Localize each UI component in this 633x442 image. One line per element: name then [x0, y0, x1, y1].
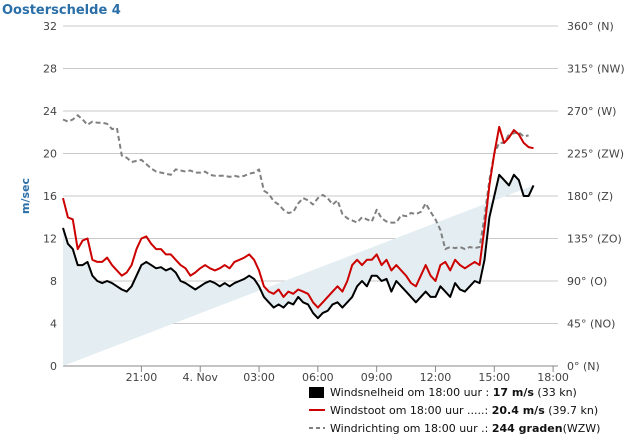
x-tick-label: 15:00 [478, 371, 510, 384]
legend-entry: Windsnelheid om 18:00 uur : 17 m/s (33 k… [330, 386, 577, 399]
y2-tick-label: 270° (W) [567, 105, 616, 118]
legend-text: Windstoot om 18:00 uur .....: [330, 404, 492, 417]
y-tick-label: 0 [50, 360, 57, 373]
chart-title: Oosterschelde 4 [2, 3, 121, 18]
x-tick-label: 4. Nov [182, 371, 218, 384]
x-tick-label: 09:00 [361, 371, 393, 384]
y-tick-label: 16 [43, 190, 57, 203]
x-tick-label: 12:00 [420, 371, 452, 384]
legend-text: Windrichting om 18:00 uur .: [330, 422, 492, 435]
y-tick-label: 12 [43, 233, 57, 246]
speed-series-line [62, 173, 535, 320]
y2-tick-label: 360° (N) [567, 20, 614, 33]
legend-text: Windsnelheid om 18:00 uur : [330, 386, 493, 399]
y-tick-label: 8 [50, 275, 57, 288]
gust-series-line [62, 125, 534, 309]
speed-area [63, 174, 534, 366]
legend-extra: (33 kn) [534, 386, 577, 399]
y-tick-label: 4 [50, 318, 57, 331]
x-axis: 21:00 4. Nov 03:00 06:00 09:00 12:00 15:00 18:0… [126, 366, 569, 384]
legend-extra: (WZW) [563, 422, 601, 435]
y2-tick-label: 0° (N) [567, 360, 600, 373]
x-tick-label: 06:00 [302, 371, 334, 384]
y-axis-left: 0 4 8 12 16 20 24 28 32 [43, 20, 57, 373]
y2-tick-label: 225° (ZW) [567, 148, 624, 161]
series-lines [62, 114, 535, 320]
y-tick-label: 20 [43, 148, 57, 161]
legend-value: 244 graden [492, 422, 563, 435]
y2-tick-label: 135° (ZO) [567, 233, 622, 246]
y-tick-label: 28 [43, 63, 57, 76]
legend-entry: Windrichting om 18:00 uur .: 244 graden(… [330, 422, 600, 435]
y-axis-label: m/sec [19, 178, 32, 214]
direction-series-line [62, 114, 529, 251]
y-tick-label: 24 [43, 105, 57, 118]
legend-entry: Windstoot om 18:00 uur .....: 20.4 m/s (… [330, 404, 598, 417]
y2-tick-label: 90° (O) [567, 275, 607, 288]
y-axis-right: 0° (N) 45° (NO) 90° (O) 135° (ZO) 180° (Z) 22… [567, 20, 625, 373]
y2-tick-label: 315° (NW) [567, 63, 625, 76]
x-tick-label: 03:00 [243, 371, 275, 384]
legend: Windsnelheid om 18:00 uur : 17 m/s (33 k… [309, 386, 600, 435]
y2-tick-label: 45° (NO) [567, 318, 615, 331]
legend-value: 20.4 m/s [492, 404, 545, 417]
x-tick-label: 18:00 [537, 371, 569, 384]
legend-swatch-speed [309, 387, 324, 398]
y2-tick-label: 180° (Z) [567, 190, 613, 203]
x-tick-label: 21:00 [126, 371, 158, 384]
y-tick-label: 32 [43, 20, 57, 33]
legend-extra: (39.7 kn) [545, 404, 598, 417]
legend-value: 17 m/s [493, 386, 535, 399]
